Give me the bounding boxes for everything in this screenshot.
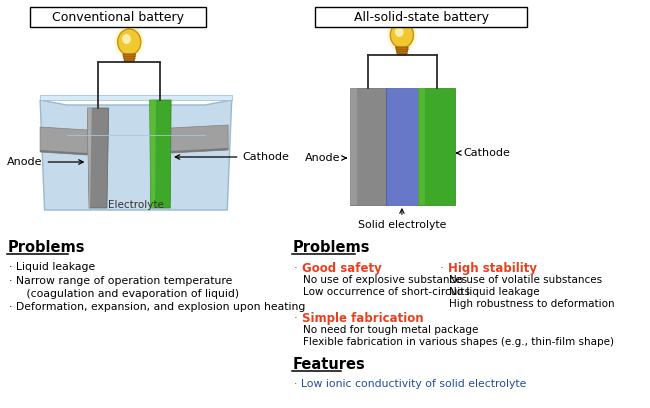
Polygon shape <box>171 125 228 153</box>
Polygon shape <box>67 105 205 210</box>
Circle shape <box>118 29 141 55</box>
Polygon shape <box>40 127 87 155</box>
Text: Cathode: Cathode <box>457 148 510 158</box>
FancyBboxPatch shape <box>418 88 456 205</box>
Polygon shape <box>40 95 231 100</box>
Text: No use of explosive substances: No use of explosive substances <box>303 275 467 285</box>
Text: Conventional battery: Conventional battery <box>52 11 184 24</box>
Polygon shape <box>150 100 171 208</box>
Polygon shape <box>396 47 408 55</box>
Circle shape <box>391 22 413 48</box>
FancyBboxPatch shape <box>350 88 358 205</box>
Polygon shape <box>40 100 231 210</box>
Text: Electrolyte: Electrolyte <box>107 200 163 210</box>
Text: Simple fabrication: Simple fabrication <box>302 312 424 325</box>
Text: Cathode: Cathode <box>176 152 289 162</box>
Polygon shape <box>150 100 156 208</box>
Text: Anode: Anode <box>7 157 83 167</box>
FancyBboxPatch shape <box>386 88 418 205</box>
Text: High robustness to deformation: High robustness to deformation <box>449 299 615 309</box>
Text: ·: · <box>440 262 448 275</box>
Polygon shape <box>87 108 109 208</box>
Text: Problems: Problems <box>7 240 85 255</box>
Text: Good safety: Good safety <box>302 262 382 275</box>
Text: · Low ionic conductivity of solid electrolyte: · Low ionic conductivity of solid electr… <box>294 379 526 389</box>
Text: · Deformation, expansion, and explosion upon heating: · Deformation, expansion, and explosion … <box>9 302 306 313</box>
Text: · Liquid leakage: · Liquid leakage <box>9 262 95 272</box>
FancyBboxPatch shape <box>350 88 386 205</box>
Text: No use of volatile substances: No use of volatile substances <box>449 275 603 285</box>
Text: All-solid-state battery: All-solid-state battery <box>354 11 489 24</box>
Text: Low occurrence of short-circuits: Low occurrence of short-circuits <box>303 287 470 297</box>
Polygon shape <box>40 150 87 155</box>
Text: Flexible fabrication in various shapes (e.g., thin-film shape): Flexible fabrication in various shapes (… <box>303 337 614 347</box>
FancyBboxPatch shape <box>315 7 526 27</box>
Circle shape <box>395 27 404 37</box>
Text: Problems: Problems <box>292 240 370 255</box>
Polygon shape <box>171 148 228 153</box>
Text: ·: · <box>294 262 302 275</box>
Text: ·: · <box>294 312 302 325</box>
Text: No need for tough metal package: No need for tough metal package <box>303 325 478 335</box>
FancyBboxPatch shape <box>418 88 425 205</box>
Text: · Narrow range of operation temperature: · Narrow range of operation temperature <box>9 275 232 286</box>
Polygon shape <box>123 54 135 62</box>
Text: High stability: High stability <box>448 262 538 275</box>
Polygon shape <box>87 108 92 208</box>
Circle shape <box>122 34 131 44</box>
Circle shape <box>387 18 417 52</box>
Circle shape <box>114 25 144 59</box>
Text: Solid electrolyte: Solid electrolyte <box>358 209 446 230</box>
Text: No liquid leakage: No liquid leakage <box>449 287 540 297</box>
Text: (coagulation and evaporation of liquid): (coagulation and evaporation of liquid) <box>16 289 239 299</box>
Text: Anode: Anode <box>305 153 346 163</box>
FancyBboxPatch shape <box>31 7 206 27</box>
Text: Features: Features <box>292 357 365 372</box>
